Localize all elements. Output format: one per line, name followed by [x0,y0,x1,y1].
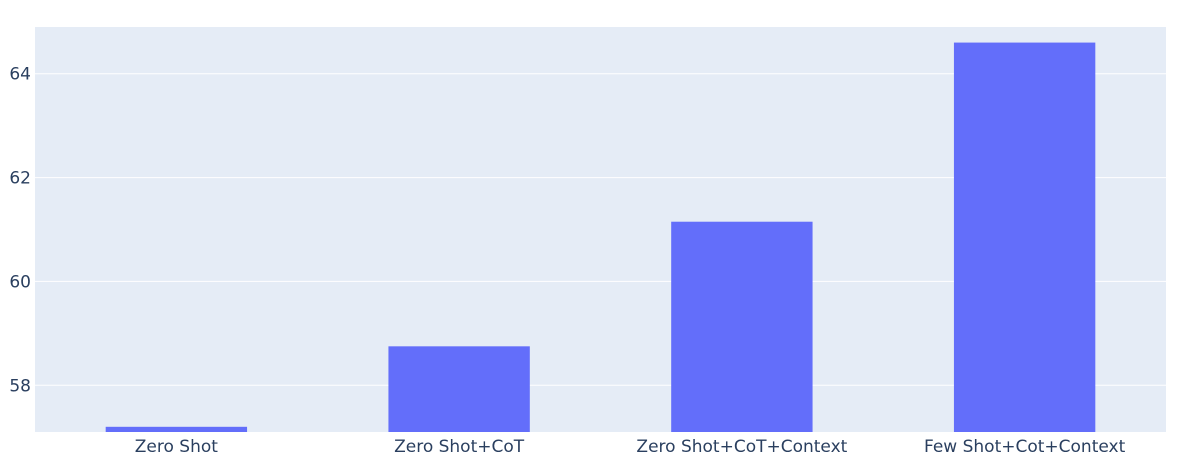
x-tick-label: Zero Shot+CoT+Context [636,437,847,457]
bar-2 [671,221,813,432]
bar-3 [953,42,1096,432]
x-tick-label: Zero Shot+CoT [394,437,525,457]
y-tick-label: 60 [9,272,31,292]
bar-1 [388,346,530,432]
x-tick-label: Zero Shot [135,437,218,457]
y-tick-label: 62 [9,169,31,189]
x-tick-label: Few Shot+Cot+Context [924,437,1126,457]
bars [105,42,1096,432]
y-tick-label: 58 [9,376,31,396]
x-axis-ticks: Zero Shot Zero Shot+CoT Zero Shot+CoT+Cont… [135,437,1126,457]
bar-0 [105,426,248,432]
y-axis-ticks: 58 60 62 64 [9,65,31,397]
y-tick-label: 64 [9,65,31,85]
